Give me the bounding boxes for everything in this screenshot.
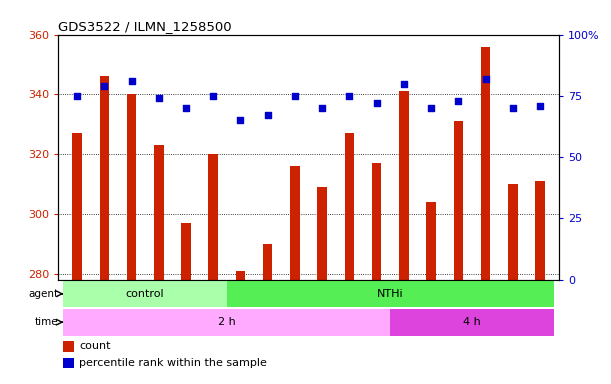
Text: control: control <box>126 289 164 299</box>
Bar <box>100 76 109 280</box>
Text: GDS3522 / ILMN_1258500: GDS3522 / ILMN_1258500 <box>58 20 232 33</box>
Bar <box>345 133 354 280</box>
Bar <box>181 223 191 280</box>
Point <box>126 78 136 84</box>
Bar <box>263 244 273 280</box>
Point <box>371 100 381 106</box>
Point <box>508 105 518 111</box>
Point <box>154 95 164 101</box>
Text: agent: agent <box>29 289 59 299</box>
Point <box>317 105 327 111</box>
Bar <box>481 46 490 280</box>
Bar <box>399 91 409 280</box>
Point <box>345 93 354 99</box>
Text: 4 h: 4 h <box>463 317 481 327</box>
Bar <box>317 187 327 280</box>
Point <box>100 83 109 89</box>
Point <box>426 105 436 111</box>
Point <box>236 117 246 123</box>
Bar <box>508 184 518 280</box>
Bar <box>535 181 545 280</box>
Bar <box>64 280 227 308</box>
Bar <box>372 163 381 280</box>
Point <box>453 98 463 104</box>
Text: time: time <box>35 317 59 327</box>
Bar <box>63 341 74 351</box>
Bar <box>453 121 463 280</box>
Bar <box>290 166 300 280</box>
Bar <box>227 280 554 308</box>
Point <box>263 113 273 119</box>
Point <box>208 93 218 99</box>
Point <box>481 76 491 82</box>
Point <box>399 81 409 87</box>
Text: count: count <box>79 341 111 351</box>
Bar <box>208 154 218 280</box>
Bar <box>64 309 390 336</box>
Bar <box>72 133 82 280</box>
Bar <box>390 309 554 336</box>
Bar <box>63 358 74 368</box>
Bar <box>154 145 164 280</box>
Point <box>290 93 300 99</box>
Bar <box>426 202 436 280</box>
Text: 2 h: 2 h <box>218 317 236 327</box>
Point <box>535 103 545 109</box>
Text: percentile rank within the sample: percentile rank within the sample <box>79 358 267 368</box>
Text: NTHi: NTHi <box>377 289 403 299</box>
Bar <box>127 94 136 280</box>
Point <box>72 93 82 99</box>
Point <box>181 105 191 111</box>
Bar <box>236 271 245 280</box>
